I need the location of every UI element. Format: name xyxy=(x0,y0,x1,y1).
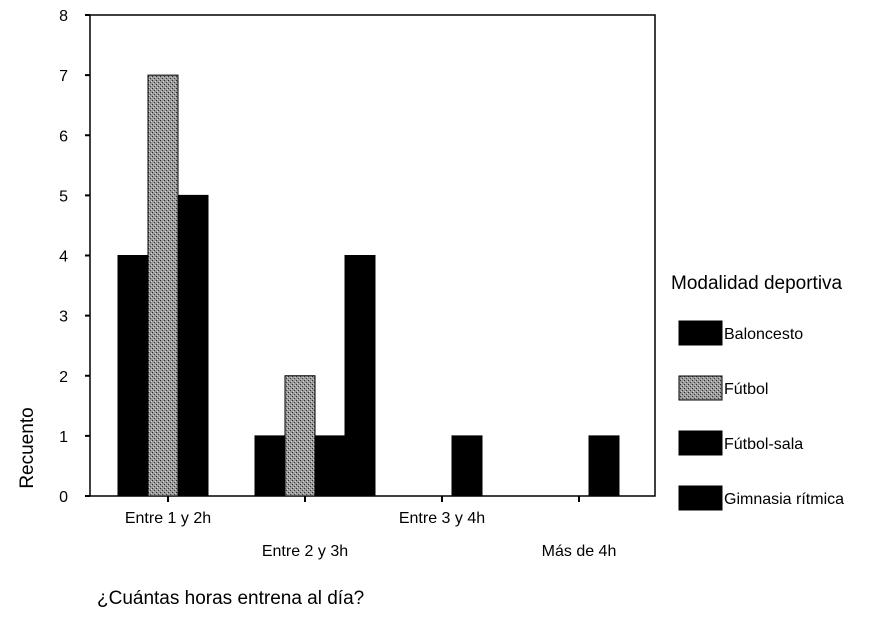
bars xyxy=(117,74,620,497)
y-tick-label: 4 xyxy=(59,249,68,266)
bar-entre-2-y-3h-f-tbol-sala xyxy=(314,435,346,497)
legend-label: Fútbol-sala xyxy=(724,436,803,453)
x-tick-label: Más de 4h xyxy=(542,543,617,560)
legend-label: Fútbol xyxy=(724,381,768,398)
y-axis: 0 1 2 3 4 5 6 7 8 xyxy=(59,8,90,506)
x-axis-title: ¿Cuántas horas entrena al día? xyxy=(97,588,364,609)
y-tick-label: 3 xyxy=(59,309,68,326)
legend-swatch xyxy=(678,485,723,511)
bar-entre-2-y-3h-baloncesto xyxy=(254,435,286,497)
y-tick-label: 5 xyxy=(59,188,68,205)
bar-entre-1-y-2h-f-tbol xyxy=(147,74,179,497)
legend-swatch xyxy=(678,320,723,346)
y-axis-title: Recuento xyxy=(17,407,38,488)
legend-label: Gimnasia rítmica xyxy=(724,491,844,508)
legend-swatch xyxy=(678,375,723,401)
x-tick-label: Entre 1 y 2h xyxy=(125,510,211,527)
bar-m-s-de-4h-f-tbol-sala xyxy=(588,435,620,497)
legend-label: Baloncesto xyxy=(724,326,803,343)
bar-entre-1-y-2h-baloncesto xyxy=(117,255,149,497)
x-tick-label: Entre 3 y 4h xyxy=(399,510,485,527)
bar-entre-3-y-4h-f-tbol-sala xyxy=(451,435,483,497)
y-tick-label: 6 xyxy=(59,128,68,145)
legend: Modalidad deportiva Baloncesto Fútbol Fútb… xyxy=(671,273,844,511)
x-axis: Entre 1 y 2h Entre 2 y 3h Entre 3 y 4h Más … xyxy=(125,496,617,560)
y-tick-label: 2 xyxy=(59,369,68,386)
bar-entre-2-y-3h-gimnasia-r-tmica xyxy=(344,255,376,497)
bar-entre-1-y-2h-f-tbol-sala xyxy=(177,194,209,497)
y-tick-label: 8 xyxy=(59,8,68,25)
y-tick-label: 0 xyxy=(59,489,68,506)
y-tick-label: 1 xyxy=(59,429,68,446)
y-tick-label: 7 xyxy=(59,68,68,85)
x-tick-label: Entre 2 y 3h xyxy=(262,543,348,560)
legend-swatch xyxy=(678,430,723,456)
legend-title: Modalidad deportiva xyxy=(671,273,843,294)
bar-entre-2-y-3h-f-tbol xyxy=(284,375,316,497)
